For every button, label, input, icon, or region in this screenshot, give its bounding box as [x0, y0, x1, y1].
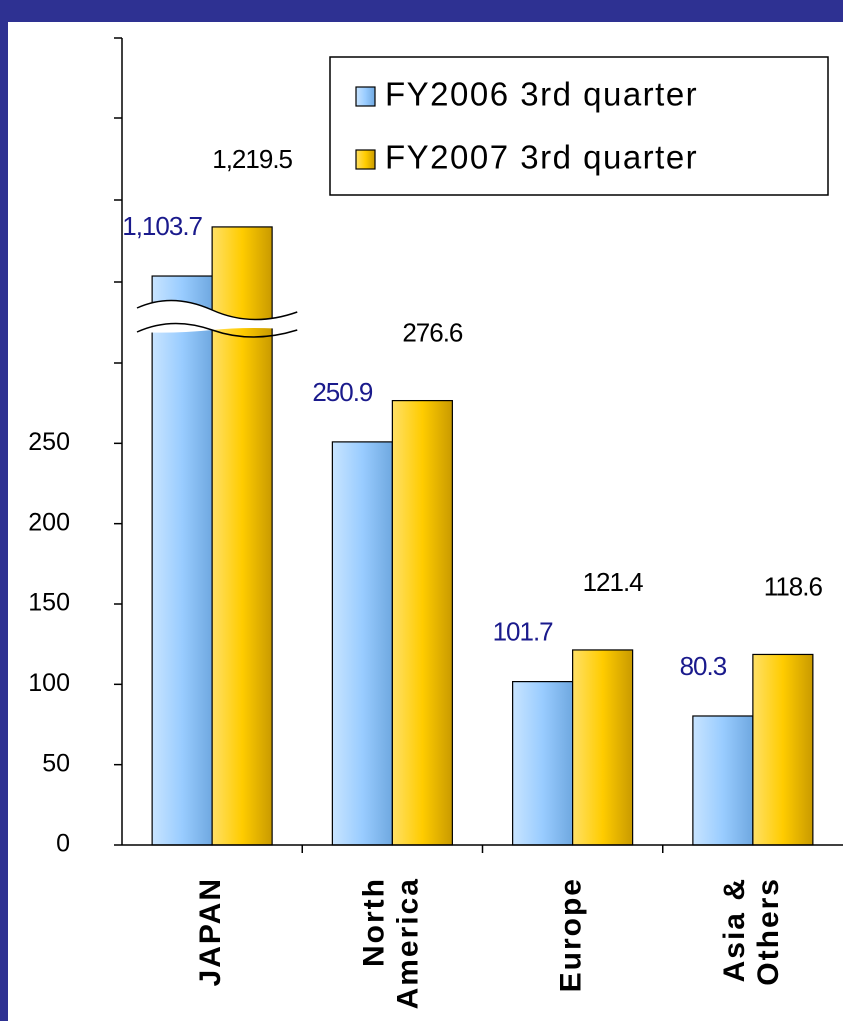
axis-break-line — [136, 299, 298, 321]
y-tick-label: 200 — [28, 508, 70, 536]
value-label: 121.4 — [583, 567, 644, 597]
x-tick-label: NorthAmerica — [357, 877, 424, 1009]
x-tick-label: Europe — [555, 877, 588, 992]
legend-box — [329, 56, 829, 196]
bar — [391, 399, 453, 846]
value-label: 276.6 — [402, 317, 463, 347]
axis-break-line — [136, 322, 298, 338]
value-label: 1,219.5 — [212, 144, 292, 174]
bar — [512, 681, 574, 846]
legend-swatch — [355, 86, 376, 107]
bar — [331, 441, 393, 846]
bar — [752, 653, 814, 846]
legend-swatch — [355, 149, 376, 170]
legend-label: FY2006 3rd quarter — [385, 76, 698, 113]
y-tick-label: 50 — [42, 749, 70, 777]
legend-label: FY2007 3rd quarter — [385, 139, 698, 176]
y-tick-label: 250 — [28, 428, 70, 456]
bar — [572, 649, 634, 846]
value-label: 80.3 — [680, 651, 727, 681]
bar — [692, 715, 754, 846]
x-tick-label: Asia &Others — [718, 877, 785, 986]
value-label: 118.6 — [764, 571, 823, 601]
bar — [151, 275, 213, 846]
y-tick-label: 100 — [28, 669, 70, 697]
axis-break — [137, 300, 298, 333]
y-tick-label: 0 — [56, 830, 70, 858]
value-label: 101.7 — [493, 616, 554, 646]
y-tick-label: 150 — [28, 589, 70, 617]
x-tick-label: JAPAN — [194, 877, 227, 986]
value-label: 1,103.7 — [122, 211, 202, 241]
value-label: 250.9 — [312, 377, 373, 407]
upper-ticks — [114, 37, 122, 364]
bar — [211, 226, 273, 846]
